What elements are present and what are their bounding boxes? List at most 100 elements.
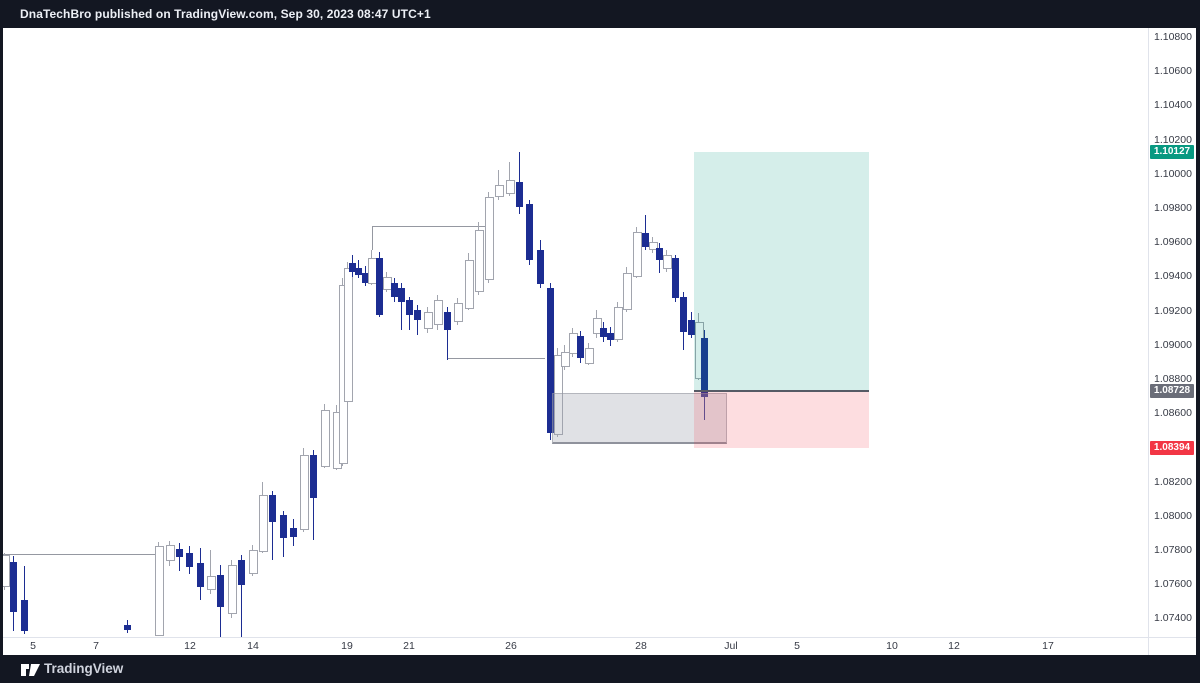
candle-up	[614, 306, 623, 341]
candle-down	[414, 310, 421, 320]
candle-down	[310, 455, 317, 498]
price-tick-label: 1.09200	[1154, 304, 1192, 317]
candle-up	[249, 550, 258, 574]
candle-wick	[417, 305, 418, 335]
candle-down	[349, 262, 356, 273]
candle-down	[526, 203, 533, 260]
candle-up	[649, 241, 658, 250]
candle-wick	[272, 491, 273, 560]
candle-down	[376, 258, 383, 315]
candle-down	[701, 338, 708, 398]
candle-down	[290, 528, 297, 537]
candle-up	[554, 354, 563, 435]
time-tick-label: 10	[886, 640, 898, 652]
price-tick-label: 1.10200	[1154, 133, 1192, 146]
candle-down	[269, 495, 276, 523]
candle-wick	[210, 550, 211, 595]
candle-down	[688, 319, 695, 335]
zone-box[interactable]	[552, 392, 727, 444]
candle-up	[300, 455, 309, 531]
candle-down	[642, 233, 649, 248]
price-tick-label: 1.10000	[1154, 167, 1192, 180]
trendline-2[interactable]	[372, 226, 486, 228]
trendline-3[interactable]	[448, 358, 545, 360]
price-tick-label: 1.09000	[1154, 338, 1192, 351]
long-position-entry-line[interactable]	[694, 390, 869, 393]
candle-up	[207, 576, 216, 591]
candle-up	[259, 495, 268, 553]
time-tick-label: 12	[948, 640, 960, 652]
candle-up	[228, 565, 237, 614]
candle-up	[506, 179, 515, 194]
candle-wick	[24, 565, 25, 635]
candle-up	[434, 300, 443, 325]
candle-up	[495, 185, 504, 197]
candle-down	[176, 549, 183, 557]
price-tick-label: 1.10800	[1154, 30, 1192, 43]
candle-up	[465, 259, 474, 309]
candle-up	[561, 351, 570, 368]
tradingview-logo-icon[interactable]	[20, 662, 42, 683]
time-tick-label: 7	[93, 640, 99, 652]
price-tick-label: 1.07600	[1154, 578, 1192, 591]
price-tick-label: 1.10600	[1154, 65, 1192, 78]
candle-down	[197, 563, 204, 588]
entry-price-badge: 1.08728	[1150, 384, 1194, 399]
chart-canvas[interactable]	[3, 28, 1148, 637]
candle-up	[321, 410, 330, 467]
candle-up	[424, 312, 433, 329]
price-tick-label: 1.09800	[1154, 201, 1192, 214]
time-tick-label: 5	[30, 640, 36, 652]
candle-up	[623, 272, 632, 310]
candle-down	[680, 297, 687, 333]
time-tick-label: 12	[184, 640, 196, 652]
candle-down	[656, 247, 663, 260]
trendline-1[interactable]	[3, 554, 158, 556]
time-tick-label: Jul	[724, 640, 738, 652]
candle-down	[516, 181, 523, 208]
candle-down	[398, 287, 405, 302]
candle-down	[577, 335, 584, 359]
time-tick-label: 26	[505, 640, 517, 652]
candle-up	[3, 555, 10, 587]
candle-down	[672, 258, 679, 299]
price-axis-separator	[1148, 28, 1149, 655]
long-position-profit-zone[interactable]	[694, 152, 869, 392]
candle-down	[547, 287, 554, 433]
candle-down	[406, 300, 413, 315]
candle-wick	[447, 306, 448, 360]
price-tick-label: 1.10400	[1154, 99, 1192, 112]
candle-up	[663, 254, 672, 269]
candle-down	[444, 312, 451, 330]
time-axis-separator	[3, 637, 1196, 638]
candle-down	[537, 249, 544, 284]
price-tick-label: 1.08600	[1154, 407, 1192, 420]
time-axis[interactable]: 5 7 12 14 19 21 26 28 Jul 5 10 12 17	[3, 638, 1148, 655]
candle-up	[454, 302, 463, 322]
price-tick-label: 1.07800	[1154, 543, 1192, 556]
long-position-stop-zone[interactable]	[694, 391, 869, 449]
candle-up	[475, 229, 484, 292]
time-tick-label: 17	[1042, 640, 1054, 652]
candle-down	[217, 575, 224, 608]
candle-down	[362, 272, 369, 283]
candle-up	[344, 267, 353, 402]
candle-wick	[401, 282, 402, 330]
candle-down	[21, 600, 28, 632]
publish-banner: DnaTechBro published on TradingView.com,…	[0, 0, 1200, 28]
candle-up	[485, 196, 494, 281]
tradingview-brand-text[interactable]: TradingView	[44, 661, 124, 676]
price-tick-label: 1.08200	[1154, 475, 1192, 488]
stop-price-badge: 1.08394	[1150, 441, 1194, 456]
candle-down	[391, 282, 398, 297]
target-price-badge: 1.10127	[1150, 145, 1194, 159]
trendline-vertical-stub[interactable]	[372, 226, 373, 250]
time-tick-label: 28	[635, 640, 647, 652]
price-axis[interactable]: 1.10800 1.10600 1.10400 1.10200 1.10000 1.098…	[1149, 28, 1196, 637]
candle-wick	[645, 215, 646, 250]
candle-up	[155, 545, 164, 637]
price-tick-label: 1.09600	[1154, 236, 1192, 249]
time-tick-label: 5	[794, 640, 800, 652]
candle-down	[607, 333, 614, 341]
